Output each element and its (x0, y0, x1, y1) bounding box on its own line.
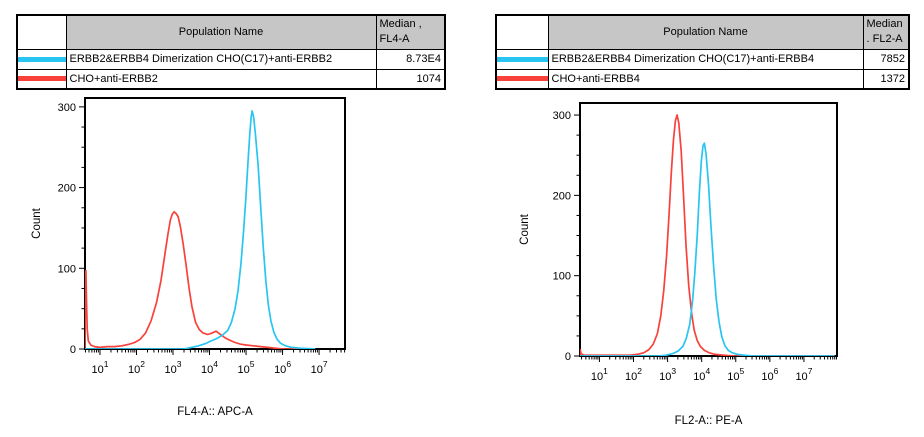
population-name-cell: CHO+anti-ERBB2 (65, 68, 377, 90)
table-header-row: Population Name Median , FL4-A (16, 14, 446, 50)
median-header: Median . FL2-A (862, 14, 910, 50)
series-color-swatch (497, 76, 547, 82)
svg-text:101: 101 (591, 366, 608, 383)
median-header-line1: Median (866, 18, 903, 31)
svg-text:106: 106 (274, 359, 291, 376)
svg-text:105: 105 (238, 359, 255, 376)
svg-text:0: 0 (565, 351, 571, 363)
population-name-cell: CHO+anti-ERBB4 (547, 68, 864, 90)
table-row: CHO+anti-ERBB2 1074 (16, 68, 446, 90)
svg-text:Count: Count (31, 207, 43, 238)
swatch-cell (495, 48, 549, 70)
swatch-header-cell (16, 14, 67, 50)
swatch-cell (495, 68, 549, 90)
population-stats-table-fl4: Population Name Median , FL4-A ERBB2&ERB… (16, 14, 446, 90)
swatch-cell (16, 68, 67, 90)
svg-text:FL4-A:: APC-A: FL4-A:: APC-A (177, 406, 253, 418)
svg-text:200: 200 (58, 183, 76, 195)
series-color-swatch (18, 76, 65, 82)
svg-text:104: 104 (201, 359, 218, 376)
median-value-cell: 1074 (375, 68, 446, 90)
median-value-cell: 7852 (862, 48, 910, 70)
svg-text:107: 107 (795, 366, 812, 383)
svg-text:105: 105 (727, 366, 744, 383)
median-header-line2: FL4-A (379, 33, 410, 46)
svg-text:0: 0 (70, 344, 76, 356)
svg-text:106: 106 (761, 366, 778, 383)
svg-text:300: 300 (58, 102, 76, 114)
svg-text:100: 100 (58, 263, 76, 275)
svg-text:300: 300 (553, 110, 571, 122)
svg-text:102: 102 (625, 366, 642, 383)
series-color-swatch (497, 56, 547, 62)
svg-text:107: 107 (311, 359, 328, 376)
median-header: Median , FL4-A (375, 14, 446, 50)
table-row: ERBB2&ERBB4 Dimerization CHO(C17)+anti-E… (495, 48, 910, 70)
table-header-row: Population Name Median . FL2-A (495, 14, 910, 50)
svg-text:200: 200 (553, 190, 571, 202)
svg-text:102: 102 (128, 359, 145, 376)
table-row: ERBB2&ERBB4 Dimerization CHO(C17)+anti-E… (16, 48, 446, 70)
svg-text:103: 103 (165, 359, 182, 376)
population-name-header: Population Name (65, 14, 377, 50)
svg-text:100: 100 (553, 271, 571, 283)
table-row: CHO+anti-ERBB4 1372 (495, 68, 910, 90)
svg-text:FL2-A:: PE-A: FL2-A:: PE-A (675, 415, 743, 427)
median-value-cell: 8.73E4 (375, 48, 446, 70)
svg-text:104: 104 (693, 366, 710, 383)
median-value-cell: 1372 (862, 68, 910, 90)
svg-text:101: 101 (91, 359, 108, 376)
svg-text:Count: Count (519, 213, 531, 244)
population-name-cell: ERBB2&ERBB4 Dimerization CHO(C17)+anti-E… (65, 48, 377, 70)
swatch-header-cell (495, 14, 549, 50)
series-color-swatch (18, 56, 65, 62)
population-stats-table-fl2: Population Name Median . FL2-A ERBB2&ERB… (495, 14, 910, 90)
svg-text:103: 103 (659, 366, 676, 383)
median-header-line2: . FL2-A (866, 33, 903, 46)
population-name-header: Population Name (547, 14, 864, 50)
swatch-cell (16, 48, 67, 70)
median-header-line1: Median , (379, 18, 422, 31)
population-name-cell: ERBB2&ERBB4 Dimerization CHO(C17)+anti-E… (547, 48, 864, 70)
